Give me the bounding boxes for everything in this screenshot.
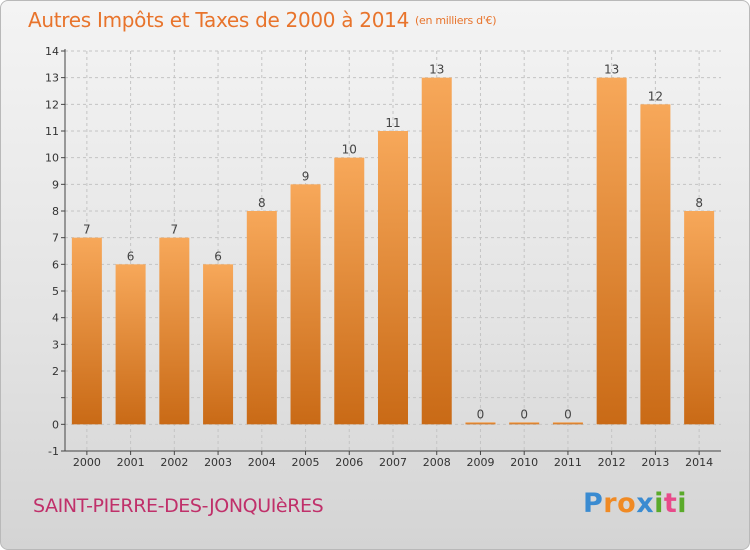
bar[interactable]: [115, 264, 146, 425]
x-tick-label: 2000: [73, 456, 101, 469]
x-tick-label: 2007: [379, 456, 407, 469]
logo-letter: r: [603, 488, 618, 519]
bar[interactable]: [378, 131, 408, 425]
bar[interactable]: [71, 237, 102, 425]
chart-title: Autres Impôts et Taxes de 2000 à 2014 (en…: [28, 8, 496, 32]
y-tick-label: 3: [52, 338, 59, 351]
x-tick-label: 2012: [598, 456, 626, 469]
x-tick-label: 2006: [335, 456, 363, 469]
data-label: 7: [171, 223, 179, 237]
data-label: 8: [258, 196, 266, 210]
y-tick-label: 2: [52, 365, 59, 378]
data-label: 6: [214, 249, 222, 263]
logo-letter: o: [617, 488, 637, 519]
bar[interactable]: [552, 422, 583, 425]
y-tick-label: 14: [45, 45, 59, 58]
bar[interactable]: [640, 104, 671, 425]
y-tick-label: -1: [48, 445, 59, 458]
data-label: 10: [342, 143, 357, 157]
bar-layer: 7 6 7 6 8 9 10 11 13 0 0 0 13 12 8: [71, 63, 715, 425]
data-label: 11: [385, 116, 400, 130]
bar[interactable]: [421, 77, 452, 425]
x-tick-label: 2002: [160, 456, 188, 469]
data-label: 9: [302, 169, 310, 183]
bar[interactable]: [246, 211, 277, 425]
y-tick-label: 7: [52, 232, 59, 245]
y-tick-label: 9: [52, 178, 59, 191]
data-label: 7: [83, 223, 91, 237]
axis-layer: -1 0 2 3 4 5 6 7 8 9 10 11 12 13 14 2000 2001 2002 2003 200…: [45, 45, 721, 469]
logo-letter: i: [654, 488, 664, 519]
x-tick-label: 2009: [466, 456, 494, 469]
y-tick-label: 13: [45, 72, 59, 85]
y-tick-label: 11: [45, 125, 59, 138]
logo-letter: P: [583, 488, 604, 519]
data-label: 8: [695, 196, 703, 210]
bar[interactable]: [509, 422, 540, 425]
logo-letter: i: [677, 488, 688, 519]
x-tick-label: 2004: [248, 456, 276, 469]
bar[interactable]: [465, 422, 496, 425]
bar[interactable]: [684, 211, 715, 425]
x-tick-label: 2014: [685, 456, 713, 469]
y-tick-label: 10: [45, 152, 59, 165]
x-tick-label: 2005: [292, 456, 320, 469]
y-tick-label: 5: [52, 285, 59, 298]
y-tick-label: 12: [45, 98, 59, 111]
bar[interactable]: [596, 77, 627, 425]
x-tick-label: 2001: [117, 456, 145, 469]
data-label: 12: [648, 89, 663, 103]
data-label: 0: [477, 407, 485, 421]
data-label: 0: [520, 407, 528, 421]
y-tick-label: 0: [52, 418, 59, 431]
x-tick-label: 2013: [641, 456, 669, 469]
logo-letter: t: [663, 488, 678, 519]
proxiti-logo[interactable]: Proxiti: [583, 488, 687, 519]
x-tick-label: 2008: [423, 456, 451, 469]
data-label: 13: [429, 63, 444, 77]
x-tick-label: 2003: [204, 456, 232, 469]
bar[interactable]: [290, 184, 321, 425]
logo-letter: x: [636, 488, 655, 519]
data-label: 0: [564, 407, 572, 421]
title-text: Autres Impôts et Taxes de 2000 à 2014: [28, 8, 409, 32]
commune-name: SAINT-PIERRE-DES-JONQUIèRES: [33, 495, 324, 517]
y-tick-label: 8: [52, 205, 59, 218]
data-label: 13: [604, 63, 619, 77]
bar[interactable]: [334, 157, 365, 425]
y-tick-label: 4: [52, 312, 59, 325]
x-tick-label: 2010: [510, 456, 538, 469]
bar[interactable]: [159, 237, 190, 425]
title-unit: (en milliers d'€): [415, 14, 497, 27]
data-label: 6: [127, 249, 135, 263]
x-tick-label: 2011: [554, 456, 582, 469]
bar[interactable]: [203, 264, 234, 425]
y-tick-label: 6: [52, 258, 59, 271]
